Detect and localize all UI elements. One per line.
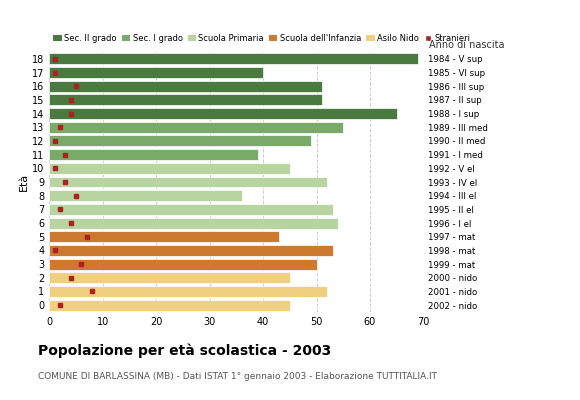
Bar: [49, 300, 290, 311]
Text: Anno di nascita: Anno di nascita: [429, 40, 505, 50]
Y-axis label: Età: Età: [19, 173, 29, 191]
Legend: Sec. II grado, Sec. I grado, Scuola Primaria, Scuola dell'Infanzia, Asilo Nido, : Sec. II grado, Sec. I grado, Scuola Prim…: [53, 34, 471, 43]
Bar: [49, 81, 322, 92]
Bar: [49, 94, 322, 105]
Bar: [49, 67, 263, 78]
Bar: [49, 176, 327, 188]
Text: COMUNE DI BARLASSINA (MB) - Dati ISTAT 1° gennaio 2003 - Elaborazione TUTTITALIA: COMUNE DI BARLASSINA (MB) - Dati ISTAT 1…: [38, 372, 437, 381]
Bar: [49, 163, 290, 174]
Bar: [49, 122, 343, 133]
Bar: [49, 190, 242, 201]
Bar: [49, 149, 258, 160]
Bar: [49, 245, 332, 256]
Bar: [49, 53, 418, 64]
Bar: [49, 286, 327, 297]
Bar: [49, 272, 290, 283]
Bar: [49, 108, 397, 119]
Bar: [49, 136, 311, 146]
Bar: [49, 218, 338, 228]
Text: Popolazione per età scolastica - 2003: Popolazione per età scolastica - 2003: [38, 344, 331, 358]
Bar: [49, 259, 317, 270]
Bar: [49, 204, 332, 215]
Bar: [49, 231, 279, 242]
